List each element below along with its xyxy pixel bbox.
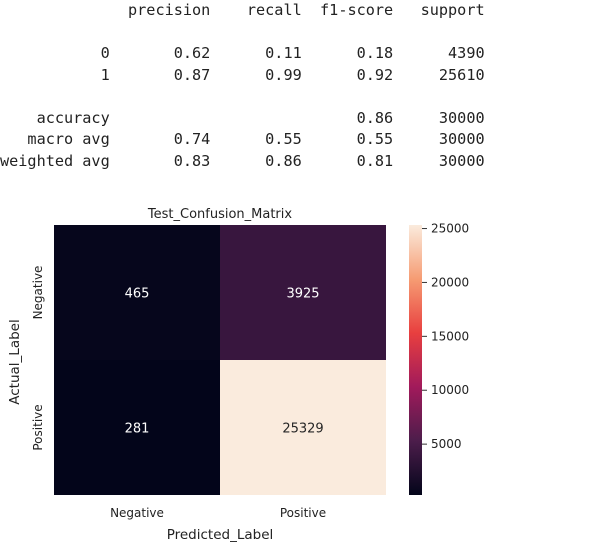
heatmap-cell-labels: 465 3925 281 25329: [125, 287, 324, 437]
y-axis-label: Actual_Label: [7, 319, 23, 404]
report-row-class-0: 0 0.62 0.11 0.18 4390: [0, 44, 485, 62]
x-tick-labels: Negative Positive: [110, 506, 326, 520]
report-row-weighted-avg: weighted avg 0.83 0.86 0.81 30000: [0, 151, 485, 170]
cell-value-label: 281: [125, 422, 150, 437]
cell-value-label: 3925: [286, 287, 319, 302]
heatmap-cells: [54, 225, 386, 495]
colorbar-tick-label: 15000: [431, 329, 469, 343]
colorbar-ticks: 5000 10000 15000 20000 25000: [422, 222, 469, 451]
confusion-matrix-heatmap: Test_Confusion_Matrix 465 3925 281 25329 Ne…: [7, 207, 469, 543]
report-row-accuracy: accuracy 0.86 30000: [0, 108, 485, 127]
x-axis-label: Predicted_Label: [167, 527, 274, 543]
report-header: precision recall f1-score support: [0, 1, 485, 19]
x-tick-label: Negative: [110, 506, 164, 520]
cell-value-label: 25329: [282, 422, 323, 437]
y-tick-label: Positive: [31, 404, 45, 450]
colorbar-tick-label: 25000: [431, 222, 469, 236]
report-row-macro-avg: macro avg 0.74 0.55 0.55 30000: [0, 130, 485, 148]
report-row-class-1: 1 0.87 0.99 0.92 25610: [0, 65, 485, 84]
heatmap-cell: [54, 360, 220, 495]
cell-value-label: 465: [125, 287, 150, 302]
colorbar: [409, 225, 422, 495]
heatmap-cell: [54, 225, 220, 360]
colorbar-tick-label: 10000: [431, 383, 469, 397]
colorbar-tick-label: 20000: [431, 275, 469, 289]
report-blank-line: [0, 22, 485, 44]
heatmap-cell: [220, 360, 386, 495]
report-blank-line: [0, 86, 485, 108]
y-tick-labels: Negative Positive: [31, 266, 45, 451]
y-tick-label: Negative: [31, 266, 45, 320]
chart-title: Test_Confusion_Matrix: [147, 207, 293, 222]
colorbar-tick-label: 5000: [431, 437, 462, 451]
heatmap-cell: [220, 225, 386, 360]
classification-report: precision recall f1-score support 0 0.62…: [0, 0, 485, 172]
x-tick-label: Positive: [280, 506, 326, 520]
